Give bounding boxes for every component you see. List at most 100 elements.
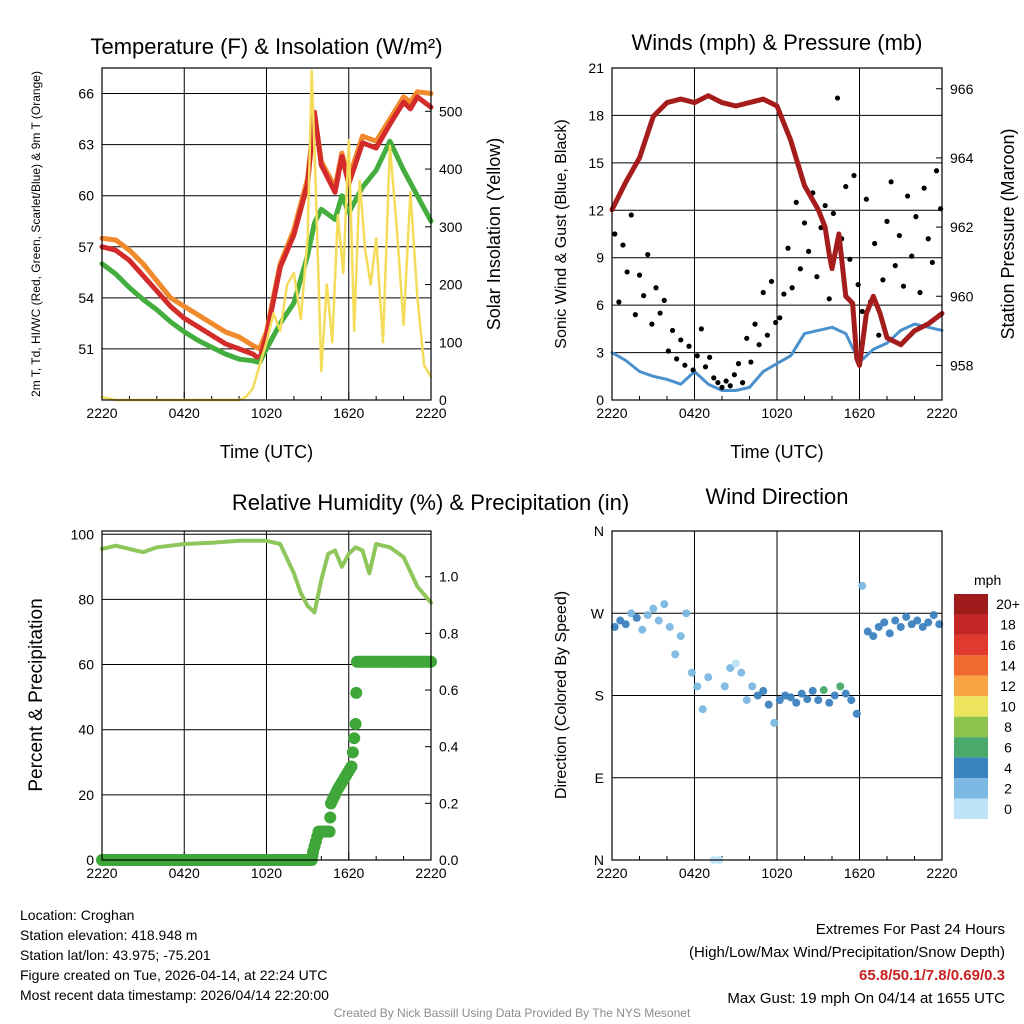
direction-point xyxy=(753,691,762,700)
direction-point xyxy=(737,668,746,677)
gust-point xyxy=(880,277,886,283)
y-tick-label: 100 xyxy=(71,526,95,542)
gust-point xyxy=(612,231,618,237)
gust-point xyxy=(657,310,663,316)
chart-title: Temperature (F) & Insolation (W/m²) xyxy=(90,34,442,59)
gust-point xyxy=(851,172,857,179)
station-location: Location: Croghan xyxy=(20,907,135,923)
direction-point xyxy=(627,609,636,618)
direction-point xyxy=(874,622,883,631)
direction-point xyxy=(891,616,900,625)
gust-point xyxy=(814,274,820,280)
direction-point xyxy=(841,689,850,698)
colorbar-title: mph xyxy=(974,572,1001,588)
direction-point xyxy=(929,611,938,620)
y-tick-label: 0 xyxy=(86,852,94,868)
precip-point xyxy=(346,746,359,759)
y2-tick-label: 100 xyxy=(439,334,463,350)
direction-point xyxy=(786,693,795,702)
gust-point xyxy=(744,335,750,341)
colorbar-label: 0 xyxy=(1004,801,1012,817)
gust-point xyxy=(909,253,915,259)
y-tick-label: 60 xyxy=(78,188,94,204)
gust-point xyxy=(641,293,647,299)
plot-frame xyxy=(611,530,943,861)
direction-point xyxy=(819,686,828,695)
colorbar-swatch xyxy=(954,798,988,819)
gust-point xyxy=(727,383,733,389)
direction-point xyxy=(671,650,680,659)
gust-point xyxy=(793,199,799,205)
x-tick-label: 1620 xyxy=(333,865,364,881)
colorbar-label: 8 xyxy=(1004,719,1012,735)
gust-point xyxy=(723,378,729,384)
series-line-station-pressure xyxy=(609,93,945,368)
colorbar-swatch xyxy=(954,614,988,635)
gust-point xyxy=(917,289,923,296)
gust-point xyxy=(773,319,779,326)
x-tick-label: 2220 xyxy=(596,865,627,881)
colorbar-swatch xyxy=(954,594,988,615)
gust-point xyxy=(933,168,940,174)
precip-point xyxy=(324,811,337,824)
gust-point xyxy=(859,308,865,315)
direction-point xyxy=(764,700,773,709)
direction-point xyxy=(665,622,674,631)
y-tick-label: 54 xyxy=(78,290,94,306)
gust-point xyxy=(863,196,869,202)
precip-point xyxy=(349,718,362,731)
gust-point xyxy=(801,220,808,226)
y-tick-label: S xyxy=(595,688,604,704)
colorbar-label: 18 xyxy=(1000,617,1016,633)
y2-axis-label: Station Pressure (Maroon) xyxy=(998,128,1018,339)
credit-line: Created By Nick Bassill Using Data Provi… xyxy=(333,1006,691,1020)
y2-tick-label: 1.0 xyxy=(439,569,459,585)
y2-tick-label: 0.4 xyxy=(439,739,459,755)
direction-point xyxy=(808,686,817,695)
colorbar-swatch xyxy=(954,696,988,717)
colorbar-swatch xyxy=(954,778,988,799)
gust-point xyxy=(872,240,878,247)
x-tick-label: 1620 xyxy=(844,405,875,421)
y-tick-label: 80 xyxy=(78,591,94,607)
y-tick-label: 9 xyxy=(596,250,604,266)
series-line-td xyxy=(99,138,434,365)
direction-point xyxy=(698,705,707,714)
colorbar-swatch xyxy=(954,675,988,697)
gust-point xyxy=(781,291,787,297)
gust-point xyxy=(620,242,626,248)
gust-point xyxy=(777,315,783,321)
gust-point xyxy=(847,256,853,262)
extremes-info: Extremes For Past 24 Hours (High/Low/Max… xyxy=(689,918,1005,1010)
direction-point xyxy=(687,668,696,677)
gust-point xyxy=(665,348,671,354)
extremes-title: Extremes For Past 24 Hours xyxy=(815,921,1005,938)
gust-point xyxy=(830,210,836,217)
gust-point xyxy=(900,283,907,289)
x-tick-label: 2220 xyxy=(596,405,627,421)
y2-tick-label: 300 xyxy=(439,219,463,235)
colorbar-label: 4 xyxy=(1004,760,1012,776)
y-tick-label: W xyxy=(591,605,605,621)
x-tick-label: 0420 xyxy=(679,405,710,421)
gust-point xyxy=(785,245,791,251)
precip-point xyxy=(350,686,363,699)
y-tick-label: 12 xyxy=(588,202,604,218)
gust-point xyxy=(674,356,680,362)
y-tick-label: N xyxy=(594,523,604,539)
direction-point xyxy=(720,682,729,691)
gust-point xyxy=(690,367,696,373)
gust-point xyxy=(653,285,659,291)
x-tick-label: 2220 xyxy=(86,865,117,881)
y-axis-label: Percent & Precipitation xyxy=(26,598,47,791)
chart-title: Winds (mph) & Pressure (mb) xyxy=(632,30,923,55)
direction-point xyxy=(610,622,619,631)
gust-point xyxy=(888,179,894,185)
colorbar-label: 12 xyxy=(1000,678,1016,694)
y2-tick-label: 966 xyxy=(950,81,974,97)
y-tick-label: 3 xyxy=(596,345,604,361)
gust-point xyxy=(756,342,762,348)
direction-point xyxy=(643,611,652,620)
chart-title: Wind Direction xyxy=(705,484,848,509)
